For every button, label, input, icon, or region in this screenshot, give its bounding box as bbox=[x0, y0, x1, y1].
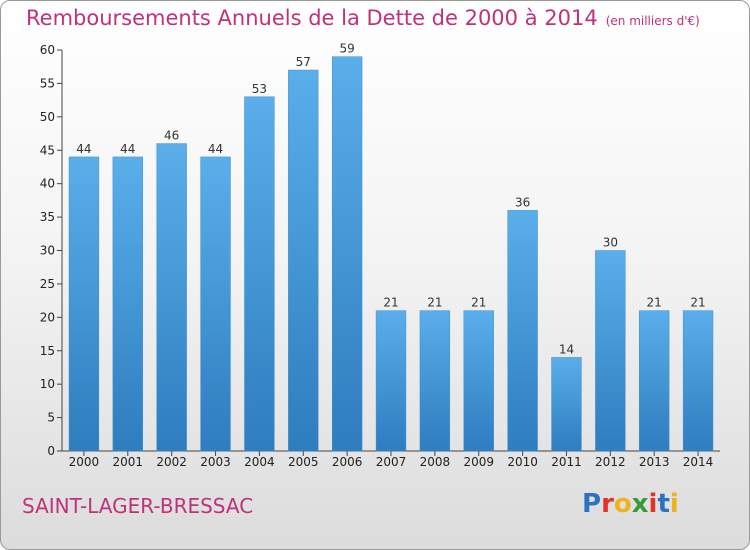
logo-letter: o bbox=[613, 489, 632, 519]
bar-2012 bbox=[595, 250, 626, 452]
data-label: 53 bbox=[252, 82, 267, 96]
data-label: 21 bbox=[690, 296, 705, 310]
x-tick-label: 2003 bbox=[200, 455, 231, 469]
x-tick-label: 2012 bbox=[595, 455, 626, 469]
data-label: 36 bbox=[515, 195, 530, 209]
y-tick-label: 60 bbox=[40, 43, 55, 57]
y-tick-label: 35 bbox=[40, 210, 55, 224]
x-tick-label: 2002 bbox=[156, 455, 187, 469]
y-tick-label: 45 bbox=[40, 143, 55, 157]
bar-2003 bbox=[200, 156, 231, 452]
bar-2000 bbox=[68, 156, 100, 452]
x-tick-label: 2005 bbox=[288, 455, 319, 469]
x-tick-label: 2011 bbox=[551, 455, 582, 469]
data-label: 21 bbox=[471, 296, 486, 310]
chart-unit: (en milliers d'€) bbox=[605, 14, 700, 28]
data-label: 21 bbox=[383, 296, 398, 310]
bar-2005 bbox=[288, 69, 319, 452]
logo-letter: t bbox=[657, 489, 670, 519]
commune-name: SAINT-LAGER-BRESSAC bbox=[22, 494, 254, 518]
bars: 44 44 46 44 53 57 59 21 21 21 36 14 30 21 21 bbox=[68, 42, 714, 452]
y-tick-label: 40 bbox=[40, 177, 55, 191]
bar-2002 bbox=[156, 143, 187, 452]
data-label: 21 bbox=[427, 296, 442, 310]
y-tick-label: 25 bbox=[40, 277, 55, 291]
x-tick-label: 2014 bbox=[683, 455, 714, 469]
bar-2009 bbox=[463, 310, 494, 452]
data-label: 44 bbox=[120, 142, 135, 156]
y-tick-label: 30 bbox=[40, 244, 55, 258]
chart-title-text: Remboursements Annuels de la Dette de 20… bbox=[26, 6, 598, 30]
x-tick-label: 2009 bbox=[463, 455, 494, 469]
logo-letter: x bbox=[631, 489, 649, 519]
x-tick-label: 2004 bbox=[244, 455, 275, 469]
axes: 0 5 10 15 20 25 30 35 40 45 50 55 60 2000 2001 2002 2003… bbox=[40, 43, 720, 469]
logo-letter: i bbox=[648, 489, 658, 519]
bar-2001 bbox=[112, 156, 143, 452]
data-label: 44 bbox=[208, 142, 223, 156]
y-tick-label: 55 bbox=[40, 76, 55, 90]
bar-2006 bbox=[331, 56, 363, 452]
chart-title: Remboursements Annuels de la Dette de 20… bbox=[26, 6, 700, 30]
data-label: 59 bbox=[339, 42, 354, 56]
x-tick-label: 2013 bbox=[639, 455, 670, 469]
x-tick-label: 2000 bbox=[69, 455, 100, 469]
proxiti-logo[interactable]: Proxiti bbox=[582, 489, 679, 519]
data-label: 30 bbox=[603, 236, 618, 250]
logo-letter: i bbox=[669, 489, 679, 519]
x-tick-label: 2008 bbox=[420, 455, 451, 469]
bar-2004 bbox=[244, 96, 275, 452]
bar-2008 bbox=[419, 310, 451, 452]
x-tick-label: 2006 bbox=[332, 455, 363, 469]
logo-letter: P bbox=[582, 489, 602, 519]
bar-2013 bbox=[639, 310, 670, 452]
bar-2007 bbox=[375, 310, 407, 452]
data-label: 57 bbox=[296, 55, 311, 69]
x-tick-label: 2010 bbox=[507, 455, 538, 469]
y-tick-label: 15 bbox=[40, 344, 55, 358]
y-tick-label: 20 bbox=[40, 310, 55, 324]
x-tick-label: 2007 bbox=[376, 455, 407, 469]
logo-letter: r bbox=[601, 489, 614, 519]
y-tick-label: 0 bbox=[47, 444, 55, 458]
data-label: 46 bbox=[164, 129, 179, 143]
bar-2014 bbox=[682, 310, 714, 452]
y-tick-label: 50 bbox=[40, 110, 55, 124]
bar-2011 bbox=[551, 357, 582, 452]
y-tick-label: 5 bbox=[47, 411, 55, 425]
bar-2010 bbox=[507, 210, 538, 452]
data-label: 44 bbox=[76, 142, 91, 156]
data-label: 14 bbox=[559, 342, 574, 356]
y-tick-label: 10 bbox=[40, 377, 55, 391]
data-label: 21 bbox=[647, 296, 662, 310]
x-tick-label: 2001 bbox=[113, 455, 144, 469]
